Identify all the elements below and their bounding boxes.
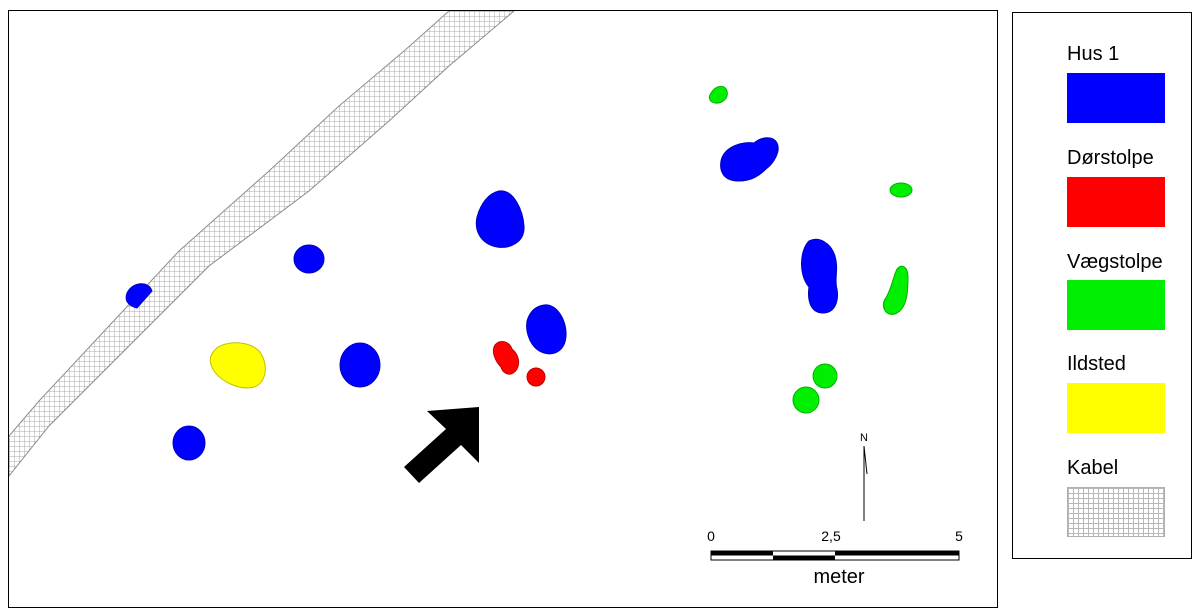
hus1-posthole	[720, 137, 779, 182]
legend-swatch-vaegstolpe	[1067, 280, 1165, 330]
legend: Hus 1 Dørstolpe Vægstolpe Ildsted Kabel	[1012, 12, 1192, 559]
legend-label-hus1: Hus 1	[1067, 43, 1120, 65]
legend-swatch-hus1	[1067, 73, 1165, 123]
legend-swatch-dorstolpe	[1067, 177, 1165, 227]
hus1-posthole	[172, 425, 206, 461]
scale-tick-label-1: 2,5	[821, 528, 841, 544]
hus1-posthole	[125, 283, 153, 309]
vaegstolpe-posthole	[708, 85, 728, 104]
vaegstolpe-postholes	[708, 85, 913, 414]
map-frame: N 0 2,5 5 meter	[8, 10, 998, 608]
scale-tick-label-2: 5	[955, 528, 963, 544]
scale-bar: 0 2,5 5 meter	[707, 528, 963, 588]
map-canvas: N 0 2,5 5 meter	[9, 11, 963, 588]
legend-swatch-ildsted	[1067, 383, 1165, 433]
dorstolpe-posthole	[492, 341, 520, 375]
ildsted-hearth	[209, 342, 266, 389]
vaegstolpe-posthole	[889, 182, 913, 198]
vaegstolpe-posthole	[792, 386, 820, 414]
scale-tick-label-0: 0	[707, 528, 715, 544]
direction-arrow	[404, 407, 479, 483]
hus1-postholes	[125, 137, 838, 461]
legend-label-dorstolpe: Dørstolpe	[1067, 147, 1154, 169]
hus1-posthole	[526, 304, 567, 355]
hus1-posthole	[801, 238, 838, 314]
legend-label-vaegstolpe: Vægstolpe	[1067, 251, 1163, 273]
hus1-posthole	[293, 244, 325, 274]
dorstolpe-posthole	[526, 367, 546, 387]
vaegstolpe-posthole	[882, 265, 909, 315]
kabel-strip	[9, 11, 515, 477]
hus1-posthole	[339, 342, 381, 388]
north-label: N	[860, 432, 868, 444]
north-arrow: N	[860, 432, 868, 521]
dorstolpe-postholes	[492, 341, 546, 387]
hus1-posthole	[475, 190, 525, 248]
legend-label-kabel: Kabel	[1067, 457, 1119, 479]
legend-swatch-kabel	[1067, 487, 1165, 537]
vaegstolpe-posthole	[812, 363, 838, 389]
scale-unit: meter	[813, 566, 864, 588]
legend-label-ildsted: Ildsted	[1067, 353, 1126, 375]
